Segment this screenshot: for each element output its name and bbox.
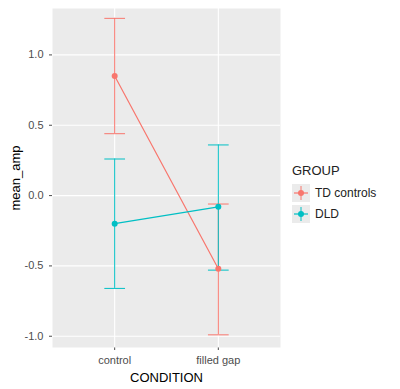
svg-text:filled gap: filled gap: [196, 354, 240, 366]
html-text:TD controls: TD controls: [315, 186, 377, 200]
html-text:GROUP: GROUP: [292, 163, 340, 178]
html-text:DLD: DLD: [315, 207, 339, 221]
svg-text:control: control: [98, 354, 131, 366]
svg-text:0.5: 0.5: [28, 119, 43, 131]
svg-text:CONDITION: CONDITION: [130, 370, 203, 385]
svg-text:mean_amp: mean_amp: [8, 145, 23, 210]
svg-text:-1.0: -1.0: [25, 330, 44, 342]
svg-text:0.0: 0.0: [28, 189, 43, 201]
svg-text:1.0: 1.0: [28, 48, 43, 60]
svg-text:-0.5: -0.5: [25, 259, 44, 271]
